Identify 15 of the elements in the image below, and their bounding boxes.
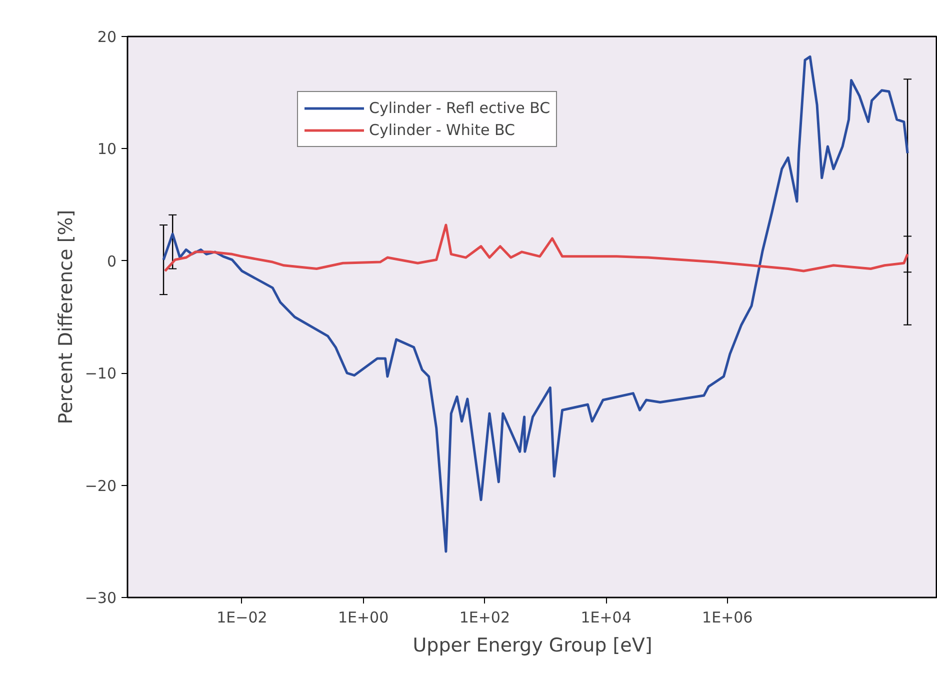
x-tick-label: 1E+02 (459, 608, 510, 626)
y-tick-label: −30 (84, 589, 116, 607)
x-axis-title: Upper Energy Group [eV] (412, 634, 652, 656)
y-tick-label: −20 (84, 476, 116, 495)
legend-label: Cylinder - White BC (369, 121, 515, 139)
y-axis-title: Percent Difference [%] (54, 210, 77, 424)
y-tick-label: −10 (84, 364, 116, 383)
y-tick-label: 20 (97, 28, 117, 46)
x-tick-label: 1E+04 (580, 608, 632, 626)
y-tick-label: 0 (106, 252, 117, 270)
x-tick-label: 1E+06 (702, 608, 753, 626)
x-tick-label: 1E−02 (216, 608, 268, 626)
y-tick-label: 10 (97, 140, 117, 158)
legend-label: Cylinder - Refl ective BC (369, 99, 550, 117)
x-tick-label: 1E+00 (338, 608, 389, 626)
